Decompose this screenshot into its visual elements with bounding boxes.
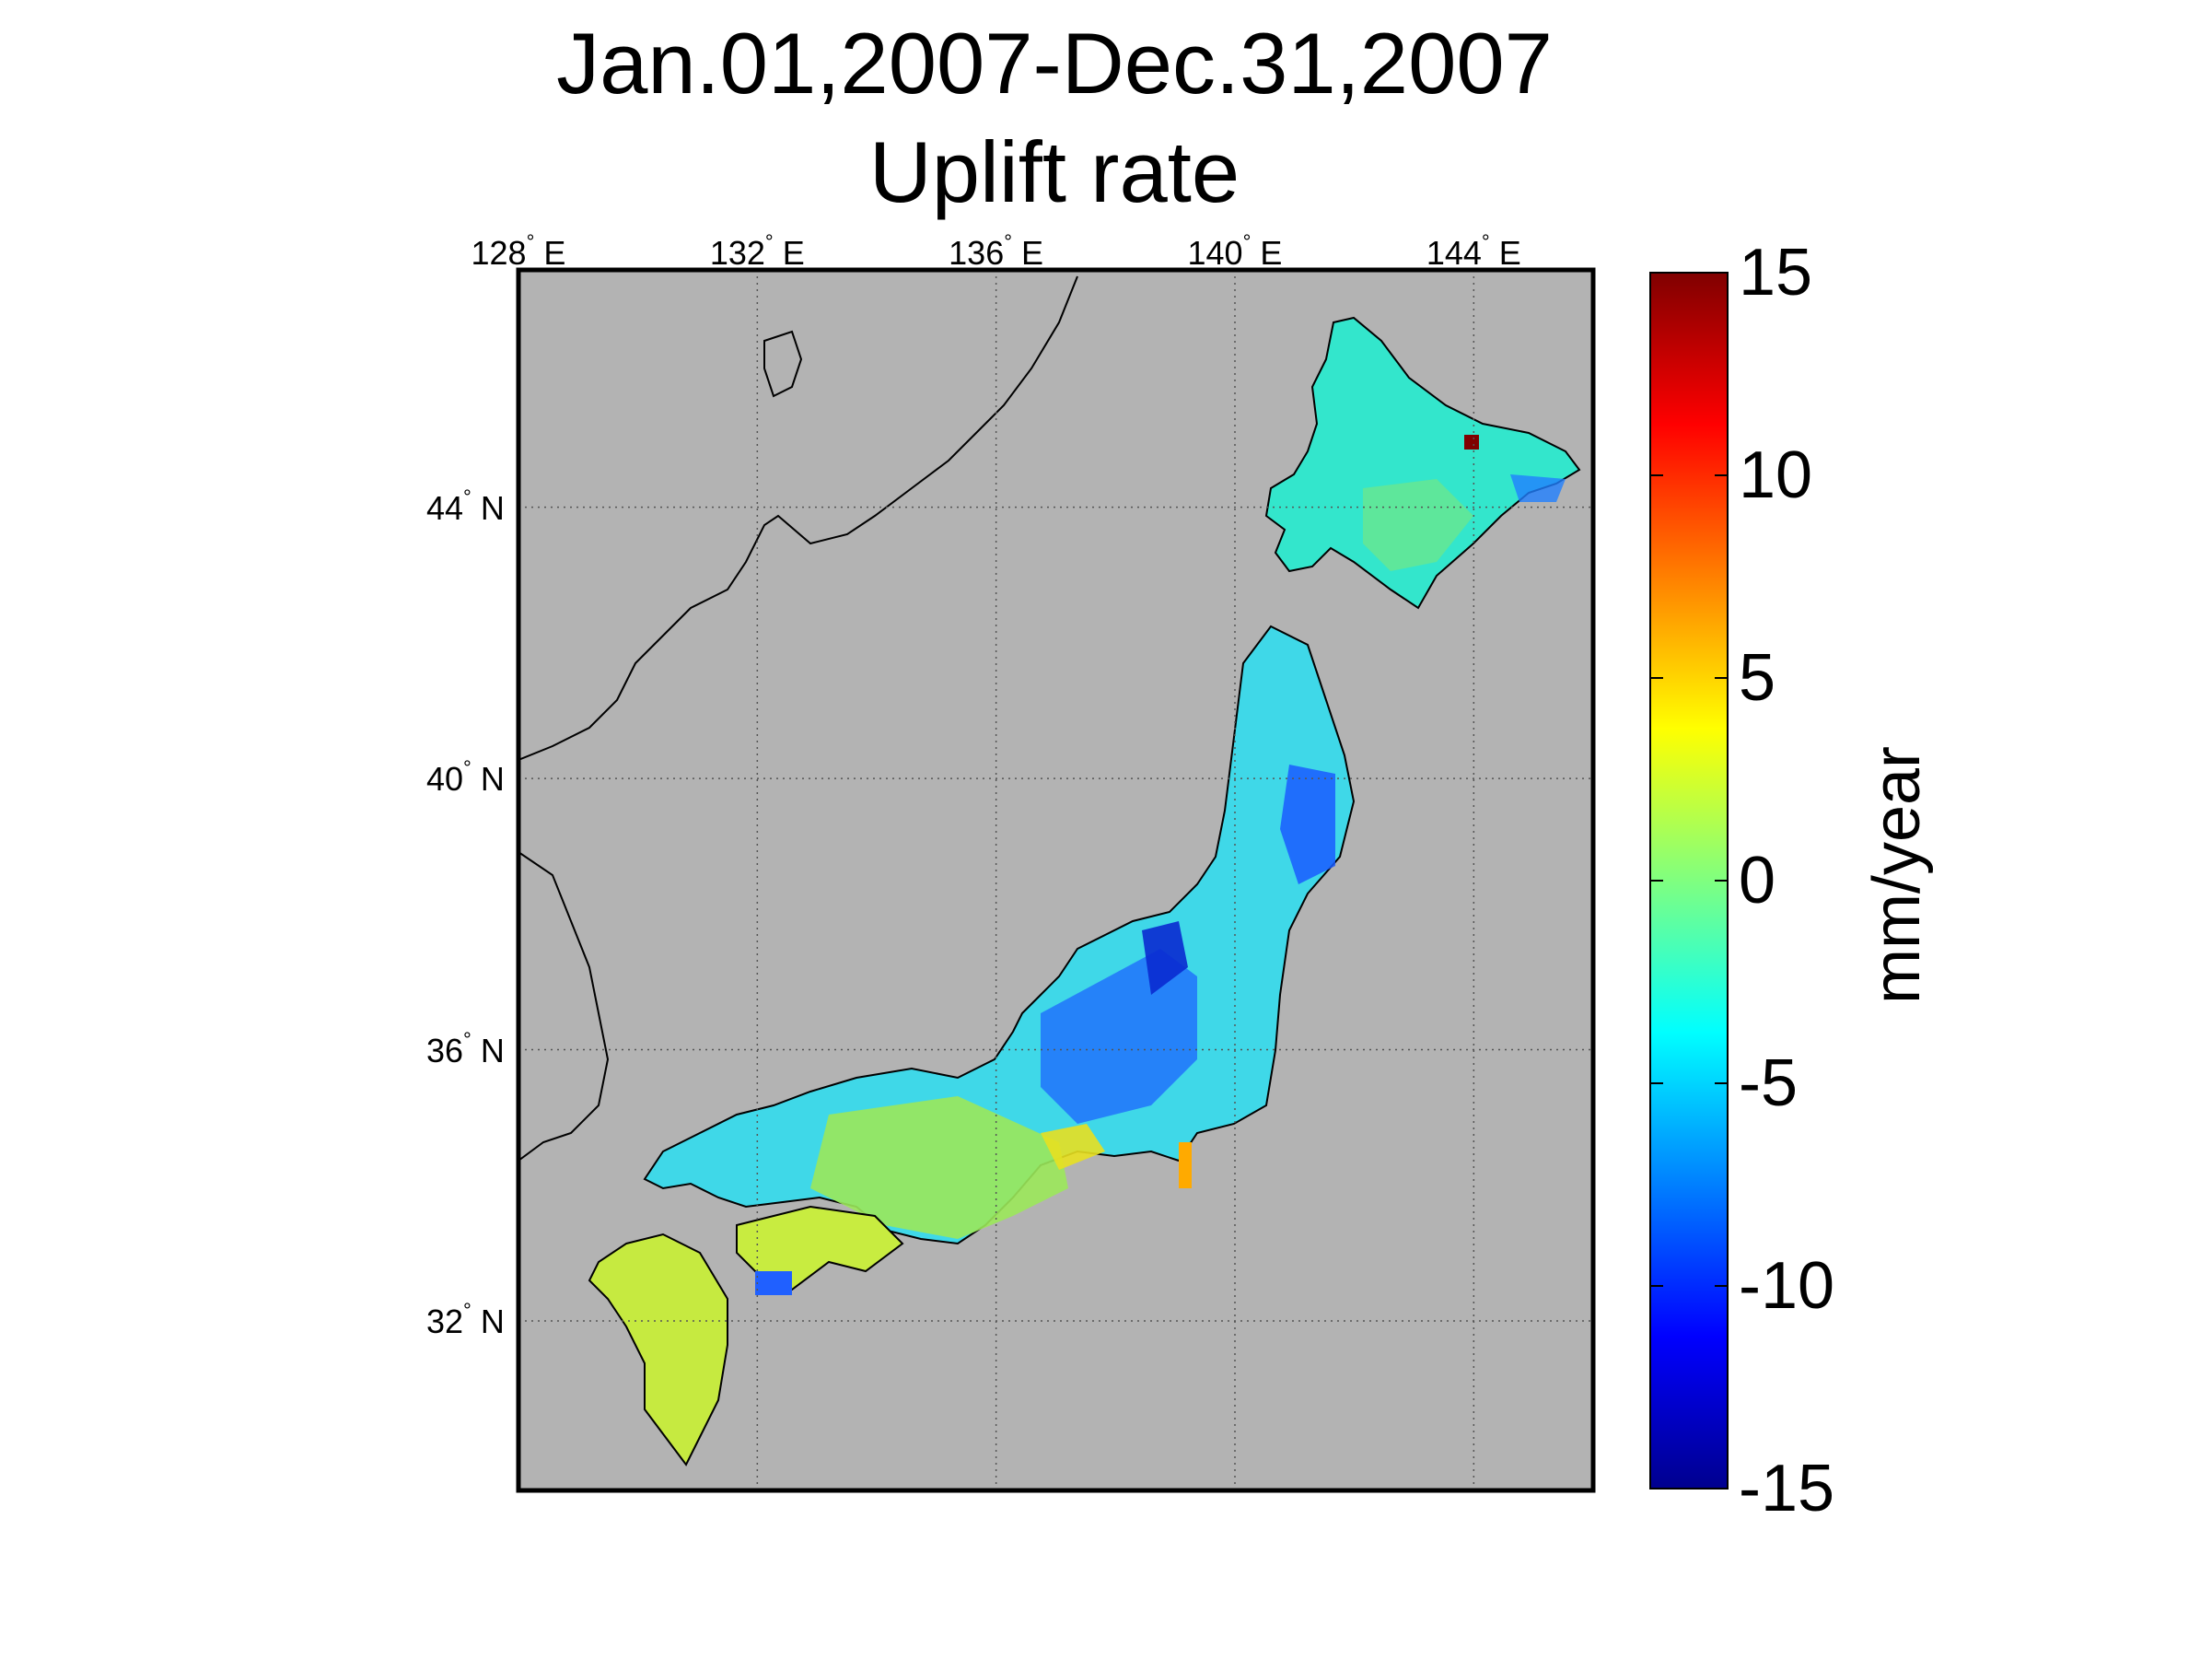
lon-label-128: 128° E xyxy=(471,230,566,272)
colorbar-tick-label-0: 15 xyxy=(1739,236,1813,310)
lat-label-32: 32° N xyxy=(426,1298,505,1340)
colorbar-tick-label-4: -5 xyxy=(1739,1046,1799,1120)
lat-label-44: 44° N xyxy=(426,485,505,527)
lon-label-136: 136° E xyxy=(949,230,1044,272)
colorbar-tick-label-6: -15 xyxy=(1739,1452,1835,1525)
lon-label-132: 132° E xyxy=(709,230,805,272)
continent-coastline xyxy=(518,275,1078,761)
niigata-low xyxy=(1142,921,1188,995)
korea-coastline xyxy=(518,851,610,1162)
figure-title-date-range: Jan.01,2007-Dec.31,2007 xyxy=(556,15,1553,111)
lon-label-140: 140° E xyxy=(1187,230,1283,272)
hokkaido-high xyxy=(1363,479,1473,571)
hokkaido-east-low xyxy=(1510,474,1566,502)
lon-label-144: 144° E xyxy=(1426,230,1521,272)
figure-title-quantity: Uplift rate xyxy=(868,123,1240,220)
shikoku-low xyxy=(755,1271,792,1295)
colorbar-tick-label-2: 5 xyxy=(1739,641,1776,715)
land-hokkaido xyxy=(1264,316,1581,610)
lat-label-40: 40° N xyxy=(426,756,505,799)
kinki-high xyxy=(810,1096,1068,1239)
colorbar-tick-marks xyxy=(1650,272,1728,1490)
izu-hotspot xyxy=(1179,1142,1192,1188)
land-kyushu xyxy=(588,1233,728,1466)
lat-label-36: 36° N xyxy=(426,1027,505,1069)
sakhalin-island xyxy=(763,330,803,398)
land-shikoku xyxy=(736,1205,904,1291)
chubu-coast-high xyxy=(1041,1124,1105,1170)
colorbar-tick-label-3: 0 xyxy=(1739,844,1776,917)
colorbar-tick-label-1: 10 xyxy=(1739,438,1813,512)
tohoku-low xyxy=(1280,765,1335,884)
land-honshu xyxy=(643,625,1356,1245)
chubu-low xyxy=(1041,949,1197,1124)
map-frame xyxy=(516,267,1596,1493)
colorbar-unit-label: mm/year xyxy=(1860,745,1934,1005)
hokkaido-hotspot xyxy=(1464,435,1479,450)
uplift-field xyxy=(518,275,1581,1466)
colorbar-tick-label-5: -10 xyxy=(1739,1249,1835,1323)
